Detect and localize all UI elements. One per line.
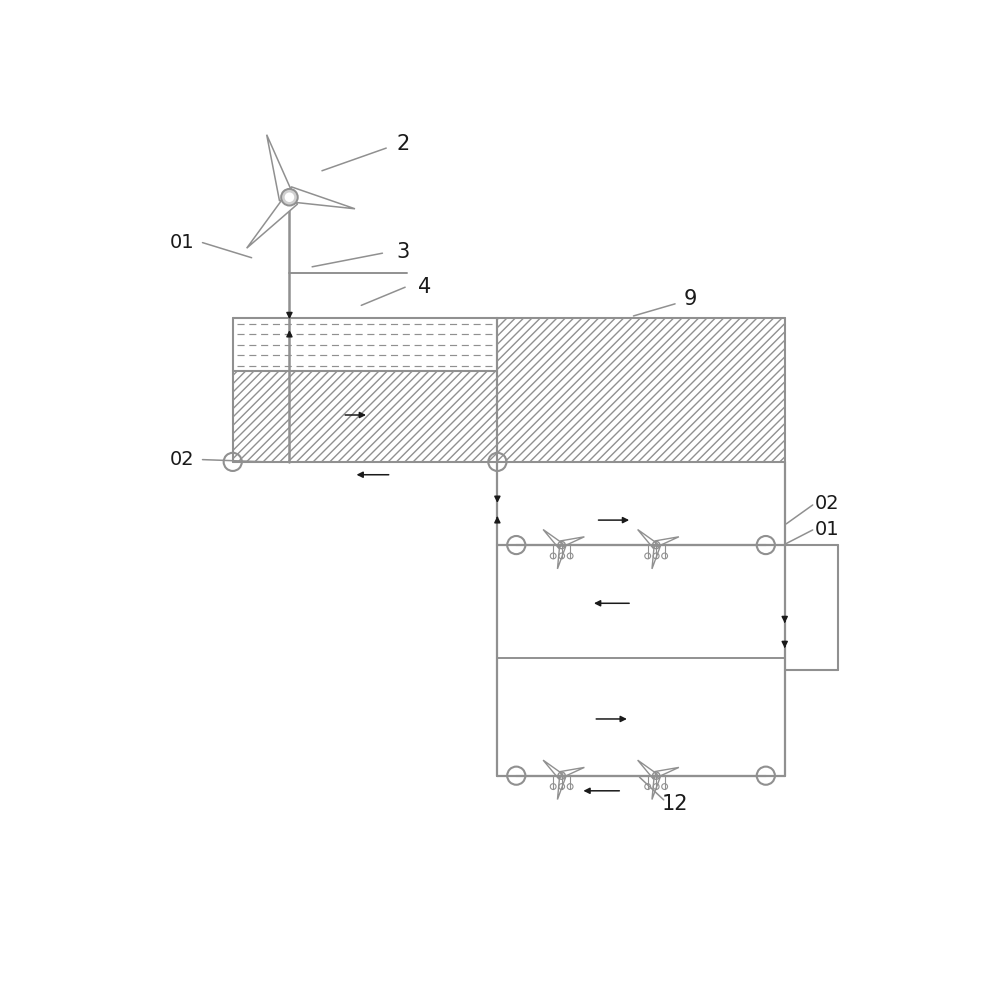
Text: 02: 02 <box>815 494 840 513</box>
Text: 4: 4 <box>418 277 431 298</box>
Polygon shape <box>289 187 355 209</box>
Text: 2: 2 <box>396 135 409 154</box>
Polygon shape <box>247 194 298 248</box>
Bar <box>233 371 497 462</box>
Bar <box>497 318 785 462</box>
Circle shape <box>286 193 293 201</box>
Polygon shape <box>267 135 294 201</box>
Text: 12: 12 <box>662 794 688 814</box>
Circle shape <box>281 189 298 205</box>
Text: 01: 01 <box>170 233 194 252</box>
Text: 02: 02 <box>170 450 194 469</box>
Text: 01: 01 <box>815 520 840 539</box>
Text: 9: 9 <box>684 290 697 309</box>
Text: 3: 3 <box>396 242 409 261</box>
